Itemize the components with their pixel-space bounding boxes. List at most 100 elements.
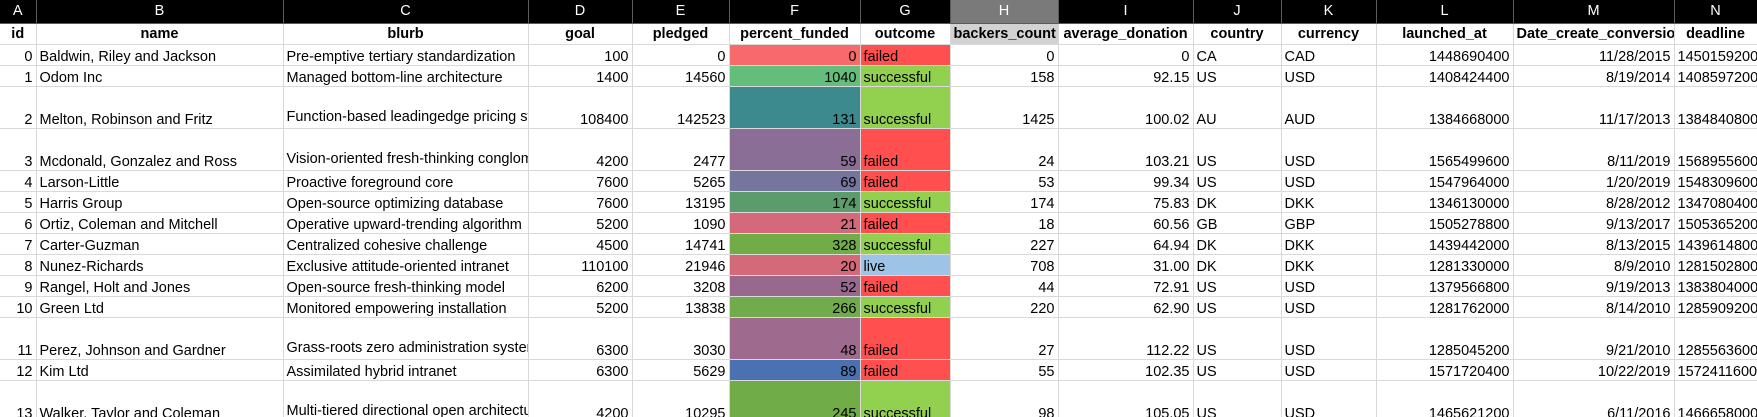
cell-outcome[interactable]: failed	[860, 128, 951, 171]
cell-outcome[interactable]: successful	[860, 380, 951, 417]
cell-pledged[interactable]: 142523	[632, 86, 730, 129]
cell-goal[interactable]: 110100	[528, 254, 633, 276]
cell-name[interactable]: Baldwin, Riley and Jackson	[36, 44, 284, 66]
field-header-name[interactable]: name	[36, 23, 284, 45]
field-header-date-create-conversion[interactable]: Date_create_conversion	[1513, 23, 1675, 45]
cell-pledged[interactable]: 0	[632, 44, 730, 66]
cell-percent-funded[interactable]: 69	[729, 170, 861, 192]
cell-backers-count[interactable]: 174	[950, 191, 1059, 213]
cell-country[interactable]: GB	[1193, 212, 1282, 234]
cell-average-donation[interactable]: 92.15	[1058, 65, 1194, 87]
cell-country[interactable]: CA	[1193, 44, 1282, 66]
cell-country[interactable]: US	[1193, 296, 1282, 318]
cell-currency[interactable]: DKK	[1281, 233, 1377, 255]
cell-id[interactable]: 3	[0, 128, 37, 171]
cell-outcome[interactable]: failed	[860, 212, 951, 234]
field-header-percent-funded[interactable]: percent_funded	[729, 23, 861, 45]
cell-blurb[interactable]: Multi-tiered directional open architectu…	[283, 380, 529, 417]
cell-pledged[interactable]: 14560	[632, 65, 730, 87]
cell-country[interactable]: DK	[1193, 191, 1282, 213]
cell-blurb[interactable]: Managed bottom-line architecture	[283, 65, 529, 87]
cell-pledged[interactable]: 2477	[632, 128, 730, 171]
cell-backers-count[interactable]: 220	[950, 296, 1059, 318]
cell-id[interactable]: 12	[0, 359, 37, 381]
column-header-g[interactable]: G	[860, 0, 951, 24]
cell-name[interactable]: Odom Inc	[36, 65, 284, 87]
cell-average-donation[interactable]: 112.22	[1058, 317, 1194, 360]
cell-percent-funded[interactable]: 174	[729, 191, 861, 213]
column-header-l[interactable]: L	[1376, 0, 1514, 24]
cell-outcome[interactable]: successful	[860, 191, 951, 213]
cell-date-create-conversion[interactable]: 8/28/2012	[1513, 191, 1675, 213]
cell-goal[interactable]: 6200	[528, 275, 633, 297]
cell-percent-funded[interactable]: 52	[729, 275, 861, 297]
cell-backers-count[interactable]: 53	[950, 170, 1059, 192]
cell-country[interactable]: US	[1193, 170, 1282, 192]
cell-outcome[interactable]: successful	[860, 233, 951, 255]
cell-launched-at[interactable]: 1285045200	[1376, 317, 1514, 360]
cell-outcome[interactable]: failed	[860, 44, 951, 66]
cell-percent-funded[interactable]: 20	[729, 254, 861, 276]
cell-average-donation[interactable]: 31.00	[1058, 254, 1194, 276]
cell-currency[interactable]: USD	[1281, 170, 1377, 192]
cell-goal[interactable]: 6300	[528, 317, 633, 360]
cell-outcome[interactable]: failed	[860, 359, 951, 381]
cell-name[interactable]: Perez, Johnson and Gardner	[36, 317, 284, 360]
cell-backers-count[interactable]: 158	[950, 65, 1059, 87]
cell-name[interactable]: Harris Group	[36, 191, 284, 213]
cell-id[interactable]: 8	[0, 254, 37, 276]
cell-outcome[interactable]: failed	[860, 275, 951, 297]
cell-launched-at[interactable]: 1505278800	[1376, 212, 1514, 234]
field-header-deadline[interactable]: deadline	[1674, 23, 1757, 45]
cell-goal[interactable]: 7600	[528, 170, 633, 192]
cell-deadline[interactable]: 1281502800	[1674, 254, 1757, 276]
cell-id[interactable]: 5	[0, 191, 37, 213]
column-header-d[interactable]: D	[528, 0, 633, 24]
cell-deadline[interactable]: 1384840800	[1674, 86, 1757, 129]
cell-percent-funded[interactable]: 0	[729, 44, 861, 66]
cell-deadline[interactable]: 1450159200	[1674, 44, 1757, 66]
column-header-k[interactable]: K	[1281, 0, 1377, 24]
cell-currency[interactable]: CAD	[1281, 44, 1377, 66]
cell-currency[interactable]: DKK	[1281, 254, 1377, 276]
cell-goal[interactable]: 5200	[528, 296, 633, 318]
cell-launched-at[interactable]: 1448690400	[1376, 44, 1514, 66]
cell-launched-at[interactable]: 1565499600	[1376, 128, 1514, 171]
cell-currency[interactable]: USD	[1281, 128, 1377, 171]
cell-backers-count[interactable]: 24	[950, 128, 1059, 171]
cell-pledged[interactable]: 1090	[632, 212, 730, 234]
cell-id[interactable]: 10	[0, 296, 37, 318]
cell-percent-funded[interactable]: 266	[729, 296, 861, 318]
cell-pledged[interactable]: 3208	[632, 275, 730, 297]
cell-percent-funded[interactable]: 48	[729, 317, 861, 360]
cell-average-donation[interactable]: 102.35	[1058, 359, 1194, 381]
cell-outcome[interactable]: successful	[860, 65, 951, 87]
cell-date-create-conversion[interactable]: 9/21/2010	[1513, 317, 1675, 360]
cell-date-create-conversion[interactable]: 8/9/2010	[1513, 254, 1675, 276]
cell-pledged[interactable]: 21946	[632, 254, 730, 276]
cell-launched-at[interactable]: 1384668000	[1376, 86, 1514, 129]
cell-pledged[interactable]: 3030	[632, 317, 730, 360]
cell-date-create-conversion[interactable]: 6/11/2016	[1513, 380, 1675, 417]
cell-currency[interactable]: GBP	[1281, 212, 1377, 234]
cell-backers-count[interactable]: 27	[950, 317, 1059, 360]
cell-id[interactable]: 1	[0, 65, 37, 87]
cell-date-create-conversion[interactable]: 11/28/2015	[1513, 44, 1675, 66]
cell-date-create-conversion[interactable]: 8/14/2010	[1513, 296, 1675, 318]
cell-currency[interactable]: USD	[1281, 296, 1377, 318]
cell-backers-count[interactable]: 0	[950, 44, 1059, 66]
cell-deadline[interactable]: 1505365200	[1674, 212, 1757, 234]
cell-backers-count[interactable]: 44	[950, 275, 1059, 297]
cell-goal[interactable]: 108400	[528, 86, 633, 129]
cell-goal[interactable]: 1400	[528, 65, 633, 87]
cell-name[interactable]: Walker, Taylor and Coleman	[36, 380, 284, 417]
cell-outcome[interactable]: live	[860, 254, 951, 276]
cell-goal[interactable]: 7600	[528, 191, 633, 213]
column-header-e[interactable]: E	[632, 0, 730, 24]
cell-blurb[interactable]: Grass-roots zero administration system e…	[283, 317, 529, 360]
cell-country[interactable]: AU	[1193, 86, 1282, 129]
cell-blurb[interactable]: Centralized cohesive challenge	[283, 233, 529, 255]
cell-outcome[interactable]: failed	[860, 317, 951, 360]
cell-deadline[interactable]: 1548309600	[1674, 170, 1757, 192]
field-header-average-donation[interactable]: average_donation	[1058, 23, 1194, 45]
